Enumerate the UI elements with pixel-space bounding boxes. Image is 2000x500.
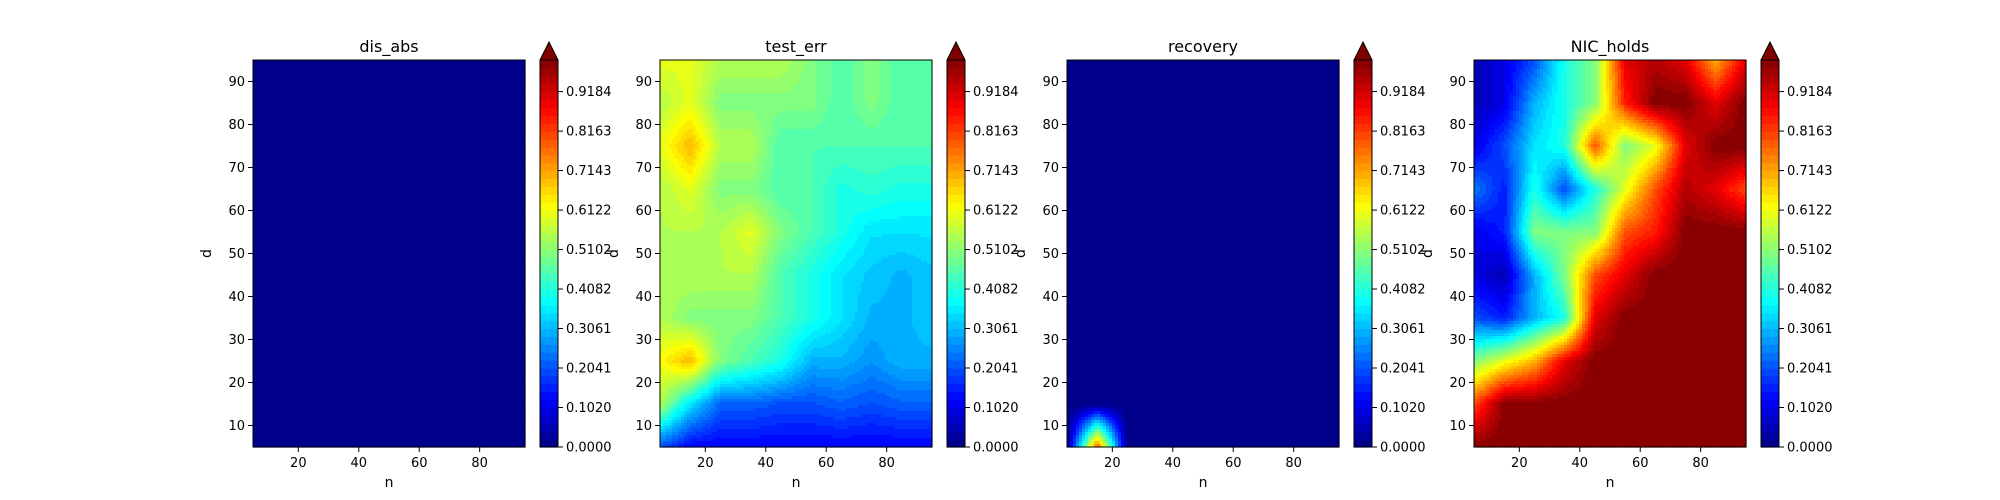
contour-field — [253, 60, 526, 448]
